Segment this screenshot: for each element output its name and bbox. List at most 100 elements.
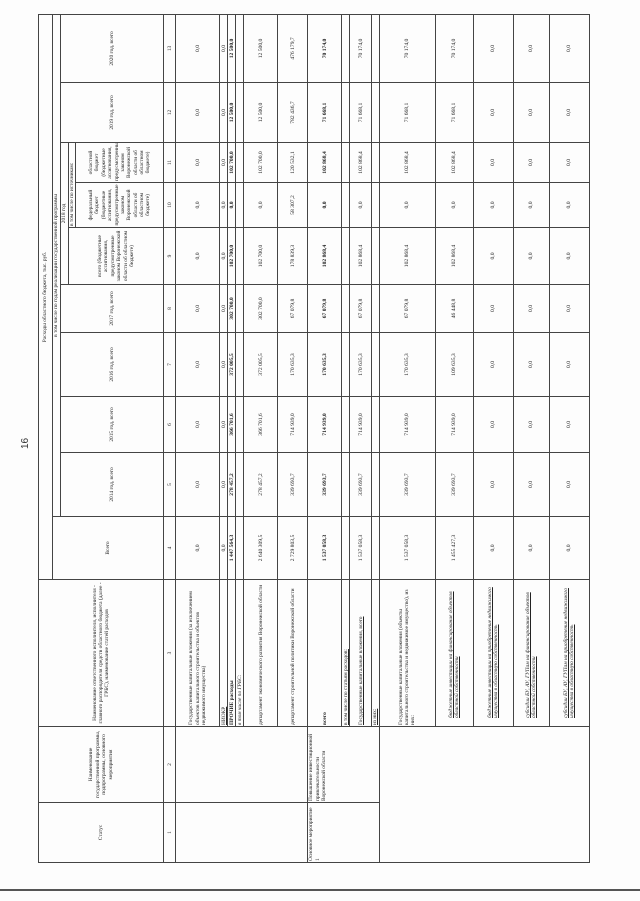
value-cell: 58 307,2: [277, 182, 308, 228]
value-cell: [341, 516, 350, 580]
value-cell: 0,0: [549, 332, 590, 397]
value-cell: 0,0: [549, 182, 590, 228]
value-cell: 0,0: [513, 142, 550, 183]
value-cell: 714 939,0: [435, 396, 474, 453]
row-label-text: в том числе по ГРБС:: [236, 674, 243, 725]
value-cell: 102 700,0: [243, 142, 278, 183]
value-cell: [371, 227, 380, 285]
value-cell: 366 701,6: [227, 396, 236, 453]
value-cell: [371, 142, 380, 183]
header-2016: 2016 год, всего: [60, 332, 164, 397]
value-cell: 2 640 309,5: [243, 516, 278, 580]
value-cell: 170 635,3: [277, 332, 308, 397]
value-cell: 0,0: [549, 14, 590, 83]
value-cell: [235, 396, 244, 453]
value-cell: 0,0: [513, 452, 550, 517]
empty-cell: [379, 726, 590, 863]
table-row: Основное мероприятие 1 Повышение инвестиц…: [307, 14, 380, 863]
value-cell: 0,0: [379, 182, 436, 228]
value-cell: 102 868,4: [435, 142, 474, 183]
row-label-text: бюджетные инвестиции на финансирование о…: [447, 591, 461, 718]
value-cell: 12 500,0: [227, 14, 236, 83]
value-cell: 339 693,7: [349, 452, 372, 517]
header-status: Статус: [38, 802, 164, 863]
value-cell: 0,0: [513, 227, 550, 285]
value-cell: 0,0: [513, 332, 550, 397]
value-cell: 0,0: [513, 14, 550, 83]
value-cell: 714 939,0: [349, 396, 372, 453]
row-label: всего: [307, 579, 342, 727]
header-2017: 2017 год, всего: [60, 284, 164, 333]
value-cell: 372 005,5: [243, 332, 278, 397]
status-cell: Основное мероприятие 1: [307, 802, 380, 863]
column-number: 13: [163, 14, 176, 83]
row-label-text: всего: [321, 712, 328, 725]
value-cell: 102 868,4: [435, 227, 474, 285]
header-2020: 2020 год, всего: [60, 14, 164, 83]
value-cell: [341, 182, 350, 228]
value-cell: 0,0: [473, 516, 514, 580]
row-label: Государственные капитальные вложения (за…: [175, 579, 220, 727]
value-cell: 0,0: [435, 182, 474, 228]
header-total: Всего: [52, 516, 164, 580]
value-cell: 0,0: [175, 332, 220, 397]
header-2018: 2018 год: [60, 142, 69, 285]
value-cell: 278 457,2: [227, 452, 236, 517]
value-cell: 0,0: [549, 516, 590, 580]
value-cell: [341, 284, 350, 333]
value-cell: 0,0: [549, 82, 590, 143]
row-label-text: ПРОЧИЕ расходы: [228, 680, 235, 725]
value-cell: [341, 14, 350, 83]
value-cell: [235, 227, 244, 285]
value-cell: [341, 452, 350, 517]
column-number: 4: [163, 516, 176, 580]
value-cell: 714 939,0: [379, 396, 436, 453]
value-cell: 339 693,7: [435, 452, 474, 517]
row-label: Государственные капитальные вложения, вс…: [349, 579, 372, 727]
value-cell: 476 179,7: [277, 14, 308, 83]
value-cell: [371, 332, 380, 397]
value-cell: 170 635,3: [307, 332, 342, 397]
program-name-cell: [175, 726, 308, 803]
value-cell: [341, 332, 350, 397]
value-cell: [341, 396, 350, 453]
value-cell: 714 939,0: [307, 396, 342, 453]
value-cell: 102 868,4: [349, 227, 372, 285]
value-cell: 0,0: [175, 452, 220, 517]
column-number: 10: [163, 182, 176, 228]
header-2018-regional: областной бюджет (бюджетные ассигнования…: [75, 142, 164, 183]
value-cell: 0,0: [219, 142, 228, 183]
header-2018-federal: федеральный бюджет (бюджетные ассигнован…: [75, 182, 164, 228]
value-cell: 302 700,0: [243, 284, 278, 333]
column-number: 11: [163, 142, 176, 183]
column-number: 12: [163, 82, 176, 143]
value-cell: 102 868,4: [307, 142, 342, 183]
value-cell: 0,0: [513, 182, 550, 228]
row-label: субсидии БУ, АУ, ГУПам на приобретение н…: [549, 579, 590, 727]
value-cell: 782 436,7: [277, 82, 308, 143]
row-label: департамент экономического развития Воро…: [243, 579, 278, 727]
value-cell: 102 868,4: [379, 142, 436, 183]
value-cell: 366 701,6: [243, 396, 278, 453]
value-cell: 0,0: [549, 284, 590, 333]
row-label: бюджетные инвестиции на приобретение нед…: [473, 579, 514, 727]
value-cell: 102 700,0: [227, 142, 236, 183]
value-cell: 0,0: [175, 227, 220, 285]
value-cell: 70 174,0: [349, 14, 372, 83]
value-cell: 339 693,7: [379, 452, 436, 517]
value-cell: 0,0: [219, 516, 228, 580]
value-cell: 0,0: [473, 182, 514, 228]
row-label-text: Государственные капитальные вложения (за…: [188, 591, 208, 725]
value-cell: 0,0: [175, 14, 220, 83]
value-cell: 0,0: [473, 142, 514, 183]
column-number: 5: [163, 452, 176, 517]
row-label: субсидии БУ, АУ, ГУПам на финансирование…: [513, 579, 550, 727]
header-title: Расходы областного бюджета, тыс. руб.: [38, 14, 53, 580]
value-cell: 71 668,1: [379, 82, 436, 143]
row-label-text: НИОКР: [220, 706, 227, 725]
value-cell: 12 500,0: [227, 82, 236, 143]
column-number: 2: [163, 726, 176, 803]
value-cell: 0,0: [219, 14, 228, 83]
value-cell: [235, 332, 244, 397]
value-cell: 278 457,2: [243, 452, 278, 517]
